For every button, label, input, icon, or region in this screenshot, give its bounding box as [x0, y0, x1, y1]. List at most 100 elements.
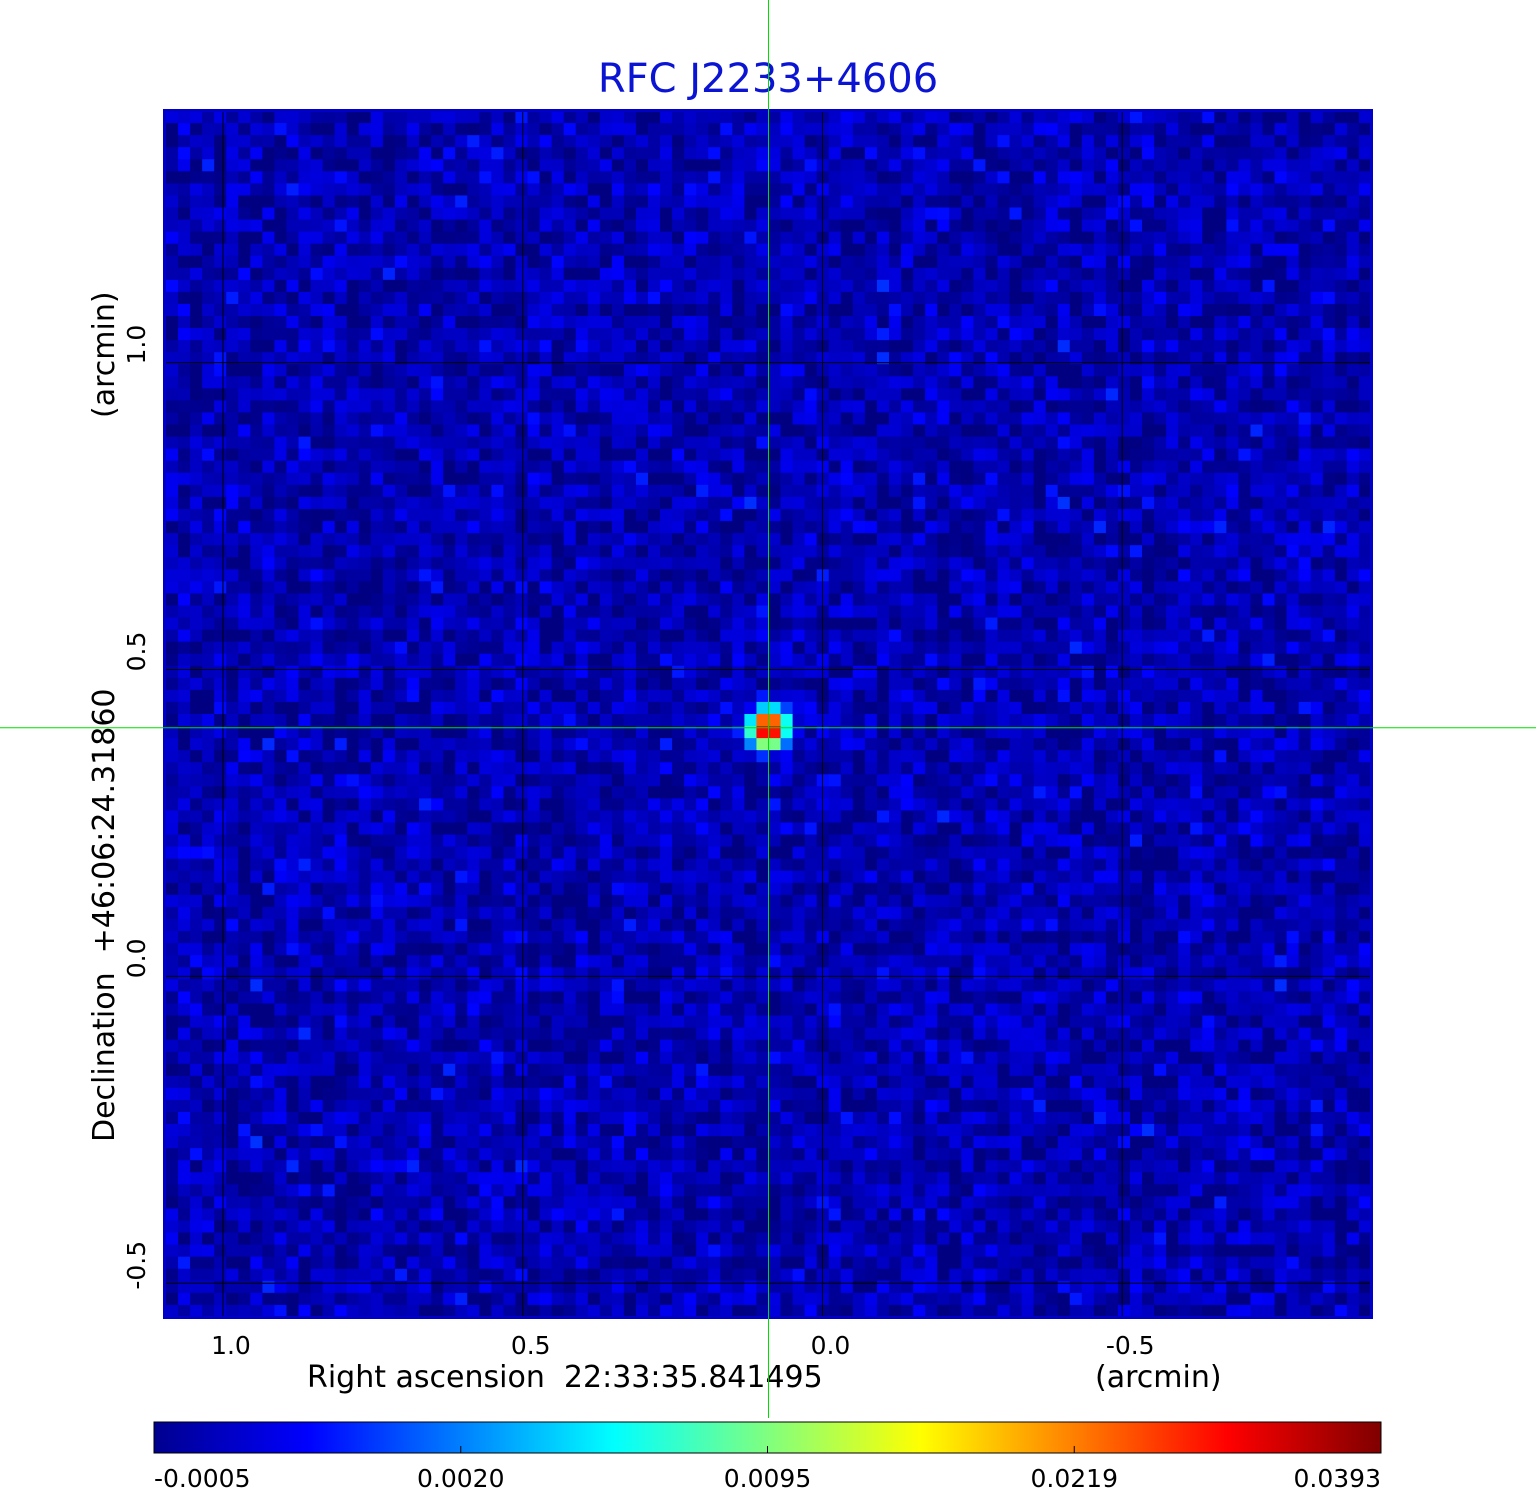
image-pixel — [1310, 279, 1324, 293]
image-pixel — [792, 448, 806, 462]
image-pixel — [1142, 412, 1155, 426]
image-pixel — [1190, 219, 1203, 233]
image-pixel — [1190, 147, 1203, 160]
image-pixel — [623, 291, 637, 305]
image-pixel — [732, 183, 745, 197]
image-pixel — [286, 159, 300, 172]
image-pixel — [226, 436, 239, 450]
image-pixel — [1021, 400, 1035, 414]
image-pixel — [1117, 207, 1131, 221]
image-pixel — [190, 352, 203, 365]
image-pixel — [575, 255, 589, 269]
image-pixel — [467, 605, 480, 619]
image-pixel — [1178, 328, 1191, 341]
image-pixel — [1322, 171, 1336, 184]
image-pixel — [1130, 689, 1143, 703]
image-pixel — [792, 508, 806, 522]
image-pixel — [455, 472, 468, 486]
image-pixel — [925, 364, 938, 377]
image-pixel — [1130, 629, 1143, 643]
image-pixel — [997, 135, 1011, 148]
image-pixel — [515, 448, 529, 462]
image-pixel — [166, 316, 179, 329]
image-pixel — [419, 653, 432, 667]
image-pixel — [804, 340, 818, 353]
image-pixel — [479, 364, 492, 377]
image-pixel — [1334, 364, 1348, 377]
image-pixel — [1238, 123, 1252, 136]
image-pixel — [949, 340, 962, 353]
image-pixel — [1310, 629, 1324, 643]
image-pixel — [407, 135, 420, 148]
image-pixel — [732, 123, 745, 136]
image-pixel — [1021, 593, 1035, 607]
image-pixel — [744, 388, 758, 402]
image-pixel — [732, 484, 745, 498]
image-pixel — [515, 689, 529, 703]
image-pixel — [587, 364, 601, 377]
image-pixel — [973, 111, 986, 124]
image-pixel — [623, 653, 637, 667]
image-pixel — [889, 701, 902, 715]
image-pixel — [202, 557, 215, 570]
image-pixel — [575, 219, 589, 233]
image-pixel — [1190, 448, 1203, 462]
image-pixel — [250, 460, 263, 474]
image-pixel — [214, 159, 227, 172]
image-pixel — [973, 207, 986, 221]
image-pixel — [250, 243, 263, 257]
image-pixel — [551, 641, 565, 655]
image-pixel — [382, 448, 396, 462]
image-pixel — [611, 147, 625, 160]
image-pixel — [1166, 231, 1179, 245]
image-pixel — [1286, 340, 1300, 353]
image-pixel — [419, 484, 432, 498]
image-pixel — [816, 207, 830, 221]
image-pixel — [1069, 400, 1083, 414]
image-pixel — [1226, 448, 1240, 462]
image-pixel — [889, 581, 902, 594]
image-pixel — [1274, 279, 1288, 293]
image-pixel — [876, 521, 890, 534]
image-pixel — [394, 111, 408, 124]
image-pixel — [515, 641, 529, 655]
image-pixel — [1310, 231, 1324, 245]
image-pixel — [708, 508, 721, 522]
image-pixel — [527, 460, 541, 474]
image-pixel — [346, 665, 360, 679]
image-pixel — [901, 533, 914, 546]
image-pixel — [1093, 472, 1107, 486]
image-pixel — [250, 123, 263, 136]
image-pixel — [780, 508, 794, 522]
image-pixel — [1142, 267, 1155, 281]
image-pixel — [1274, 291, 1288, 305]
image-pixel — [1322, 352, 1336, 365]
image-pixel — [672, 364, 685, 377]
image-pixel — [1045, 412, 1059, 426]
image-pixel — [1105, 460, 1119, 474]
image-pixel — [889, 593, 902, 607]
image-pixel — [226, 496, 239, 510]
image-pixel — [756, 641, 770, 655]
image-pixel — [250, 533, 263, 546]
image-pixel — [178, 207, 191, 221]
image-pixel — [1202, 400, 1215, 414]
image-pixel — [250, 135, 263, 148]
image-pixel — [1298, 701, 1312, 715]
image-pixel — [262, 677, 276, 691]
image-pixel — [1358, 195, 1371, 209]
image-pixel — [322, 508, 336, 522]
image-pixel — [1310, 303, 1324, 317]
image-pixel — [684, 508, 697, 522]
image-pixel — [455, 412, 468, 426]
image-pixel — [238, 352, 251, 365]
image-pixel — [539, 135, 553, 148]
image-pixel — [816, 316, 830, 329]
image-pixel — [672, 400, 685, 414]
image-pixel — [780, 147, 794, 160]
image-pixel — [214, 557, 227, 570]
image-pixel — [298, 303, 312, 317]
image-pixel — [539, 569, 553, 582]
image-pixel — [1346, 388, 1360, 402]
image-pixel — [949, 255, 962, 269]
